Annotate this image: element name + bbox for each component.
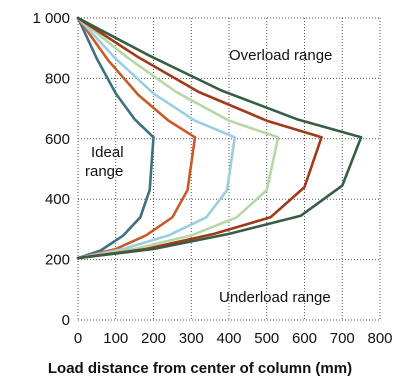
- x-tick-label: 200: [141, 330, 166, 347]
- x-tick-labels: 0 100 200 300 400 500 600 700 800: [74, 330, 393, 347]
- x-tick-label: 600: [292, 330, 317, 347]
- y-tick-label: 800: [45, 70, 70, 87]
- x-tick-label: 400: [216, 330, 241, 347]
- series-line-4: [76, 16, 280, 260]
- x-tick-label: 700: [330, 330, 355, 347]
- y-tick-labels: 0 200 400 600 800 1 000: [32, 10, 70, 329]
- x-axis-title: Load distance from center of column (mm): [48, 360, 352, 377]
- y-tick-label: 400: [45, 191, 70, 208]
- series-line-5: [76, 16, 323, 260]
- y-tick-label: 600: [45, 131, 70, 148]
- x-tick-label: 300: [179, 330, 204, 347]
- series-line-2: [76, 16, 197, 260]
- series-line-6: [76, 16, 363, 260]
- x-tick-label: 800: [367, 330, 392, 347]
- series-line-3: [76, 16, 236, 260]
- y-tick-label: 0: [62, 312, 70, 329]
- series-lines: [76, 16, 363, 260]
- ideal-range-label-line2: range: [85, 163, 123, 180]
- series-line-1: [76, 16, 155, 260]
- x-tick-label: 500: [254, 330, 279, 347]
- x-tick-label: 0: [74, 330, 82, 347]
- y-tick-label: 1 000: [32, 10, 70, 27]
- y-tick-label: 200: [45, 252, 70, 269]
- x-tick-label: 100: [103, 330, 128, 347]
- ideal-range-label-line1: Ideal: [91, 144, 124, 161]
- underload-range-label: Underload range: [219, 289, 331, 306]
- overload-range-label: Overload range: [229, 47, 332, 64]
